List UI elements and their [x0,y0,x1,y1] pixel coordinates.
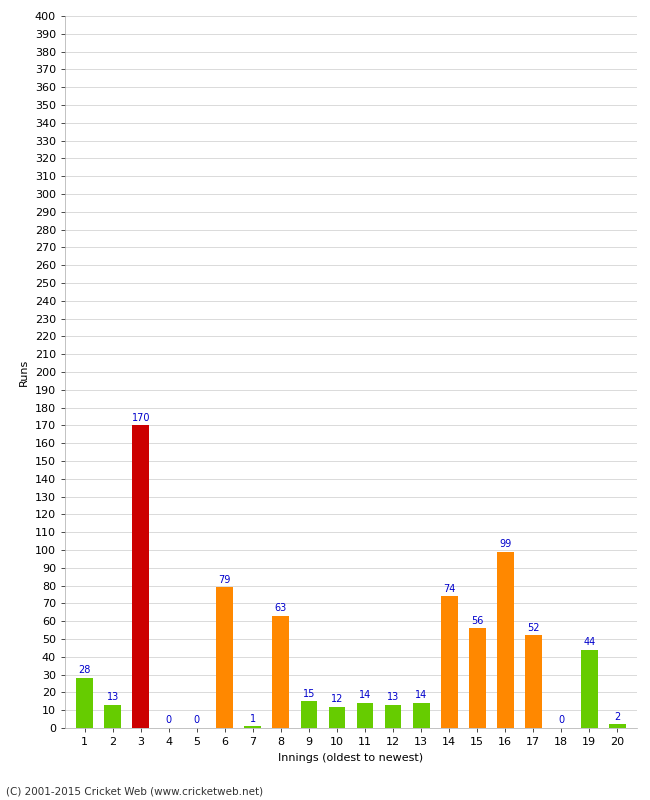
Text: 14: 14 [415,690,427,701]
Text: 12: 12 [331,694,343,704]
Text: 2: 2 [614,712,621,722]
Text: 170: 170 [131,413,150,422]
Bar [300,702,317,728]
Text: 99: 99 [499,539,512,549]
Text: 0: 0 [166,715,172,726]
Text: 79: 79 [218,574,231,585]
Bar [272,616,289,728]
Bar [413,703,430,728]
Text: (C) 2001-2015 Cricket Web (www.cricketweb.net): (C) 2001-2015 Cricket Web (www.cricketwe… [6,786,264,796]
X-axis label: Innings (oldest to newest): Innings (oldest to newest) [278,753,424,762]
Text: 56: 56 [471,616,484,626]
Bar [133,426,149,728]
Bar [581,650,598,728]
Text: 28: 28 [79,666,91,675]
Text: 0: 0 [194,715,200,726]
Text: 63: 63 [275,603,287,613]
Bar [441,596,458,728]
Bar [328,706,345,728]
Bar [609,725,626,728]
Bar [469,628,486,728]
Text: 0: 0 [558,715,564,726]
Text: 44: 44 [583,637,595,647]
Bar [357,703,374,728]
Bar [76,678,93,728]
Text: 15: 15 [303,689,315,698]
Bar [244,726,261,728]
Text: 1: 1 [250,714,256,723]
Text: 13: 13 [107,692,119,702]
Text: 74: 74 [443,584,455,594]
Bar [497,552,514,728]
Text: 14: 14 [359,690,371,701]
Bar [104,705,121,728]
Bar [525,635,541,728]
Y-axis label: Runs: Runs [19,358,29,386]
Text: 13: 13 [387,692,399,702]
Bar [216,587,233,728]
Bar [385,705,402,728]
Text: 52: 52 [527,622,540,633]
